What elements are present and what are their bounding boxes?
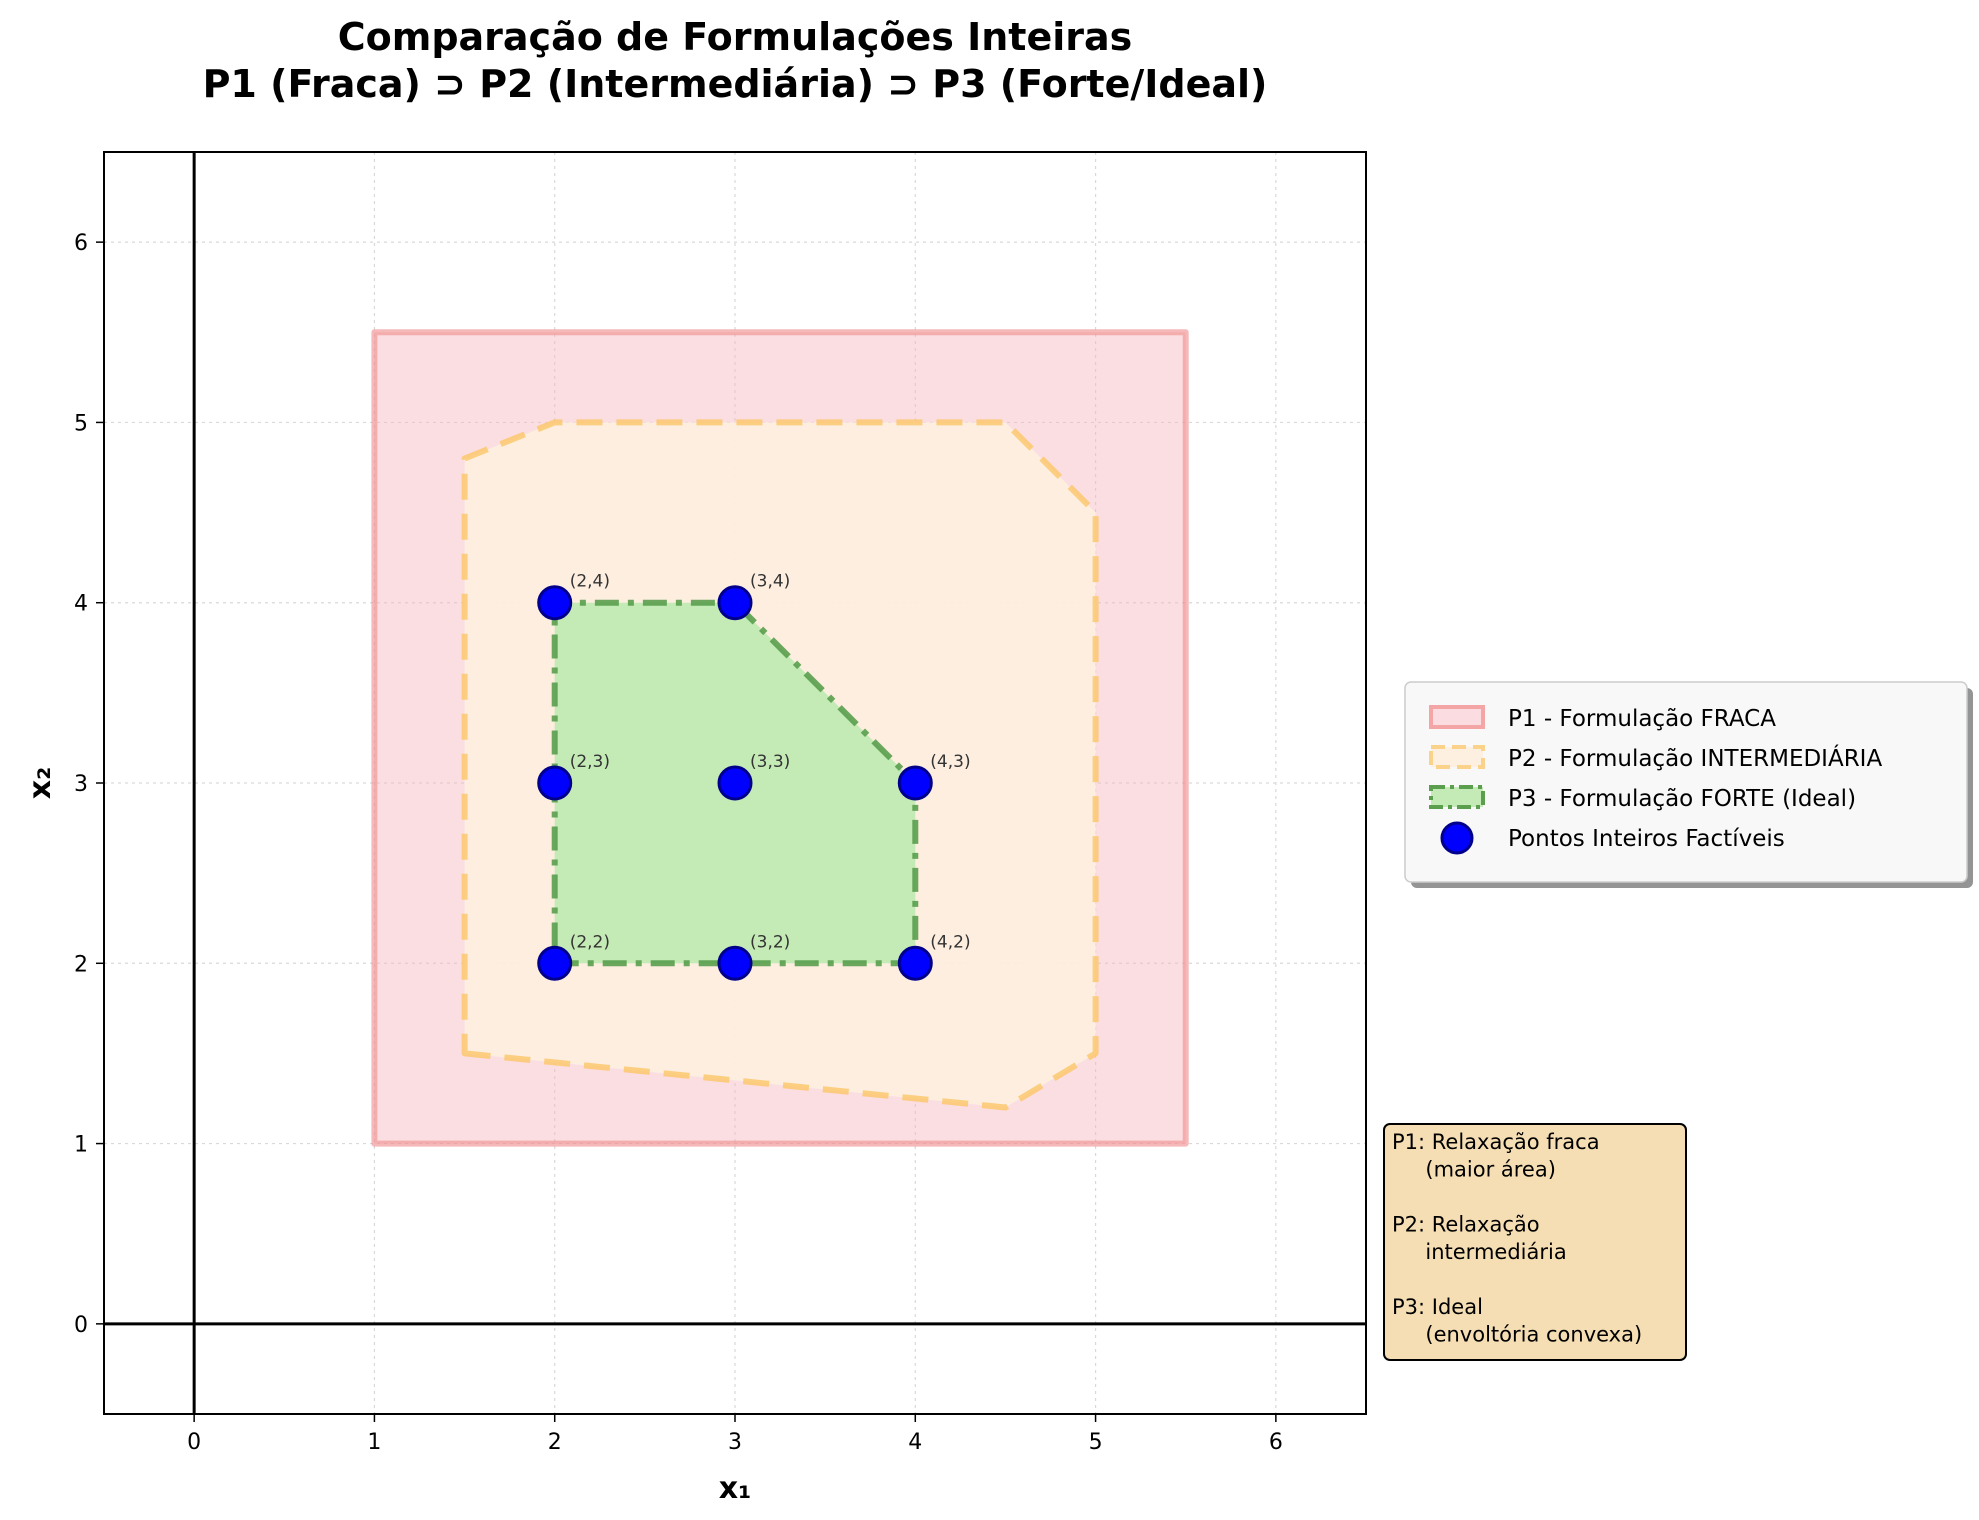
data-point [717,945,753,981]
annotation-line: intermediária [1392,1240,1567,1264]
data-point-label: (4,3) [930,752,970,772]
data-point-label: (4,2) [930,932,970,952]
y-tick-label: 2 [74,952,88,977]
annotation-line: P3: Ideal [1392,1295,1483,1319]
annotation-line: (maior área) [1392,1158,1556,1182]
data-point-label: (2,2) [570,932,610,952]
legend-marker-points [1440,821,1474,855]
data-point [537,585,573,621]
y-tick-label: 1 [74,1133,88,1158]
data-point-label: (3,2) [750,932,790,952]
x-tick-label: 1 [367,1430,381,1455]
legend-label-p2: P2 - Formulação INTERMEDIÁRIA [1508,744,1882,772]
y-tick-label: 0 [74,1313,88,1338]
annotation-line: P2: Relaxação [1392,1213,1540,1237]
chart-title-line-2: P1 (Fraca) ⊃ P2 (Intermediária) ⊃ P3 (Fo… [203,62,1268,106]
legend-swatch-p2 [1429,745,1485,769]
integer-points: (2,2) (3,2) (4,2) (2,3) (3,3) (4,3) (2,4) (3,4) [537,572,971,981]
y-tick-label: 6 [74,231,88,256]
y-tick-label: 4 [74,592,88,617]
x-axis-label: x₁ [719,1471,752,1506]
data-point-label: (3,3) [750,752,790,772]
x-tick-label: 2 [548,1430,562,1455]
data-point-label: (2,4) [570,572,610,592]
legend-swatch-p3 [1429,785,1485,809]
x-tick-label: 3 [728,1430,742,1455]
data-point [717,765,753,801]
y-tick-label: 3 [74,772,88,797]
axis-ticks: 0 1 2 3 4 5 6 0 1 2 3 4 5 6 [74,231,1283,1455]
data-point [897,765,933,801]
legend-label-p1: P1 - Formulação FRACA [1508,706,1776,732]
annotation-box: P1: Relaxação fraca (maior área) P2: Rela… [1383,1123,1687,1361]
legend-label-points: Pontos Inteiros Factíveis [1508,826,1785,852]
y-axis-label: x₂ [23,767,58,800]
regions [371,329,1189,1147]
chart-title-line-1: Comparação de Formulações Inteiras [338,15,1133,59]
legend: P1 - Formulação FRACA P2 - Formulação IN… [1404,681,1973,888]
data-point-label: (3,4) [750,572,790,592]
data-point [537,945,573,981]
annotation-box-background [1383,1123,1687,1361]
data-point-label: (2,3) [570,752,610,772]
data-point [897,945,933,981]
data-point [717,585,753,621]
x-tick-label: 6 [1269,1430,1283,1455]
legend-label-p3: P3 - Formulação FORTE (Ideal) [1508,786,1856,812]
legend-swatch-p1 [1429,705,1485,729]
x-tick-label: 5 [1089,1430,1103,1455]
legend-box [1404,681,1968,883]
x-tick-label: 0 [187,1430,201,1455]
zero-axes [104,152,1366,1414]
annotation-line: P1: Relaxação fraca [1392,1130,1600,1154]
x-tick-label: 4 [908,1430,922,1455]
annotation-line: (envoltória convexa) [1392,1323,1642,1347]
y-tick-label: 5 [74,411,88,436]
data-point [537,765,573,801]
